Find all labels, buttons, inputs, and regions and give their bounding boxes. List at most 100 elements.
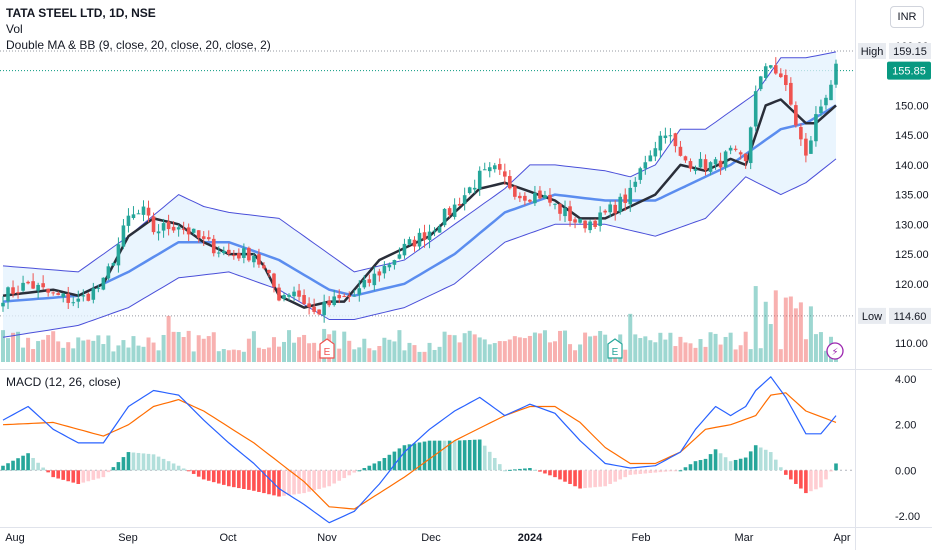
- macd-histogram-bar: [41, 467, 45, 471]
- macd-histogram-bar: [678, 470, 683, 472]
- high-value: 159.15: [893, 46, 927, 58]
- candle-body: [809, 140, 813, 154]
- macd-histogram-bar: [573, 470, 577, 487]
- candle-body: [221, 250, 226, 254]
- candle-body: [382, 265, 387, 274]
- macd-histogram-bar: [708, 454, 713, 471]
- macd-histogram-bar: [437, 440, 442, 471]
- macd-histogram-bar: [548, 470, 552, 476]
- volume-bar: [623, 349, 628, 362]
- macd-histogram-bar: [738, 458, 743, 471]
- macd-histogram-bar: [46, 470, 50, 473]
- candle-body: [302, 295, 306, 305]
- candle-body: [422, 232, 427, 240]
- macd-histogram-bar: [653, 470, 658, 473]
- volume-bar: [568, 344, 573, 362]
- volume-bar: [51, 331, 56, 362]
- volume-bar: [307, 343, 312, 362]
- candle-body: [141, 206, 146, 215]
- indicator-legend[interactable]: Double MA & BB (9, close, 20, close, 20,…: [6, 38, 271, 52]
- candle-body: [799, 127, 803, 140]
- macd-histogram-bar: [462, 440, 467, 471]
- macd-histogram-bar: [86, 470, 91, 482]
- macd-histogram-bar: [181, 468, 186, 471]
- volume-bar: [241, 351, 246, 362]
- dividend-marker[interactable]: ⚡: [826, 342, 844, 360]
- volume-bar: [813, 334, 818, 362]
- volume-bar: [547, 342, 552, 362]
- candle-body: [131, 214, 136, 219]
- price-tags: High 159.15 Low 114.60 155.85: [858, 43, 931, 324]
- candle-body: [307, 303, 311, 308]
- last-price-label: 155.85: [892, 66, 926, 78]
- candle-body: [477, 170, 482, 189]
- macd-histogram-bar: [61, 470, 66, 480]
- candle-body: [748, 127, 753, 164]
- earnings-marker[interactable]: E: [607, 338, 623, 359]
- volume-bar: [342, 331, 347, 362]
- candle-body: [683, 156, 688, 161]
- candle-body: [91, 288, 96, 300]
- macd-histogram-bar: [237, 470, 241, 489]
- macd-histogram-bar: [618, 470, 623, 480]
- candle-body: [146, 207, 151, 216]
- macd-histogram-bar: [723, 457, 728, 471]
- macd-histogram-bar: [829, 470, 833, 472]
- price-tick-label: 110.00: [895, 338, 928, 350]
- macd-histogram-bar: [753, 445, 758, 471]
- volume-bar: [447, 334, 452, 362]
- volume-legend[interactable]: Vol: [6, 22, 23, 36]
- candle-body: [181, 228, 186, 230]
- volume-bar: [803, 339, 808, 362]
- candle-body: [76, 298, 81, 302]
- volume-bar: [302, 334, 307, 362]
- chart-title[interactable]: TATA STEEL LTD, 1D, NSE: [6, 6, 156, 20]
- macd-histogram-bar: [201, 470, 206, 480]
- low-label: Low: [862, 311, 882, 323]
- macd-histogram-bar: [628, 470, 633, 475]
- candle-body: [568, 206, 572, 221]
- macd-histogram-bar: [362, 468, 367, 471]
- macd-histogram-bar: [779, 467, 783, 471]
- candle-body: [136, 213, 141, 215]
- ma20-line: [2, 104, 837, 303]
- volume-bar: [31, 349, 36, 362]
- event-markers[interactable]: E E ⚡: [319, 338, 844, 360]
- volume-bar: [583, 332, 588, 362]
- candle-body: [86, 293, 91, 301]
- macd-histogram-bar: [216, 470, 221, 484]
- candle-body: [216, 252, 221, 254]
- candle-body: [292, 291, 296, 297]
- macd-histogram-bar: [538, 470, 542, 472]
- macd-histogram-bar: [794, 470, 798, 484]
- macd-histogram-bar: [698, 460, 703, 471]
- candle-body: [252, 255, 256, 263]
- macd-legend[interactable]: MACD (12, 26, close): [6, 375, 121, 389]
- volume-bar: [472, 334, 477, 362]
- candle-body: [743, 153, 748, 162]
- currency-button[interactable]: INR: [890, 6, 924, 28]
- volume-bar: [282, 341, 287, 362]
- volume-bar: [26, 337, 31, 362]
- candle-body: [116, 244, 121, 266]
- volume-bar: [226, 350, 231, 362]
- earnings-marker[interactable]: E: [319, 338, 335, 359]
- macd-histogram-bar: [242, 470, 246, 489]
- macd-histogram-bar: [26, 453, 30, 471]
- volume-bar: [693, 347, 698, 362]
- candle-body: [357, 288, 362, 295]
- candle-body: [126, 215, 131, 226]
- volume-bar: [798, 302, 803, 362]
- macd-histogram-bar: [392, 451, 397, 471]
- volume-bar: [156, 350, 161, 362]
- bb-area: [3, 51, 836, 338]
- volume-bar: [502, 341, 507, 362]
- volume-bar: [598, 330, 603, 362]
- axes: 110.00115.00120.00125.00130.00135.00140.…: [5, 41, 928, 544]
- macd-histogram-bar: [578, 470, 582, 489]
- time-tick-label: Oct: [219, 532, 236, 544]
- macd-histogram-bar: [252, 470, 256, 491]
- time-tick-label: Mar: [735, 532, 754, 544]
- candle-body: [161, 223, 166, 231]
